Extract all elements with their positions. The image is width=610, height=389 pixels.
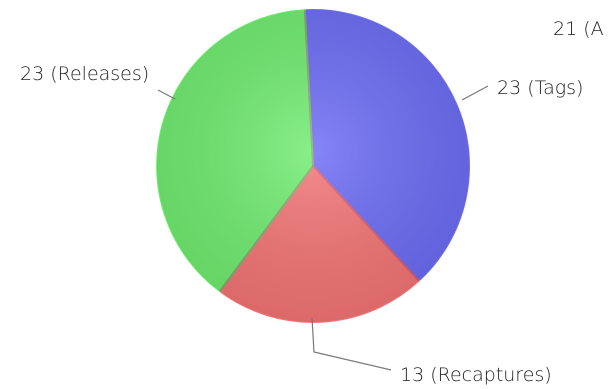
pie-slices (156, 9, 470, 323)
slice-label-tags: 23 (Tags) (497, 77, 583, 99)
slice-label-releases: 23 (Releases) (20, 63, 149, 85)
leader-line-releases (157, 89, 176, 100)
slice-label-recaptures: 13 (Recaptures) (400, 364, 552, 386)
slice-label-partial: 21 (A (553, 18, 604, 40)
leader-line-recaptures (311, 317, 392, 371)
leader-line-tags (461, 85, 489, 101)
